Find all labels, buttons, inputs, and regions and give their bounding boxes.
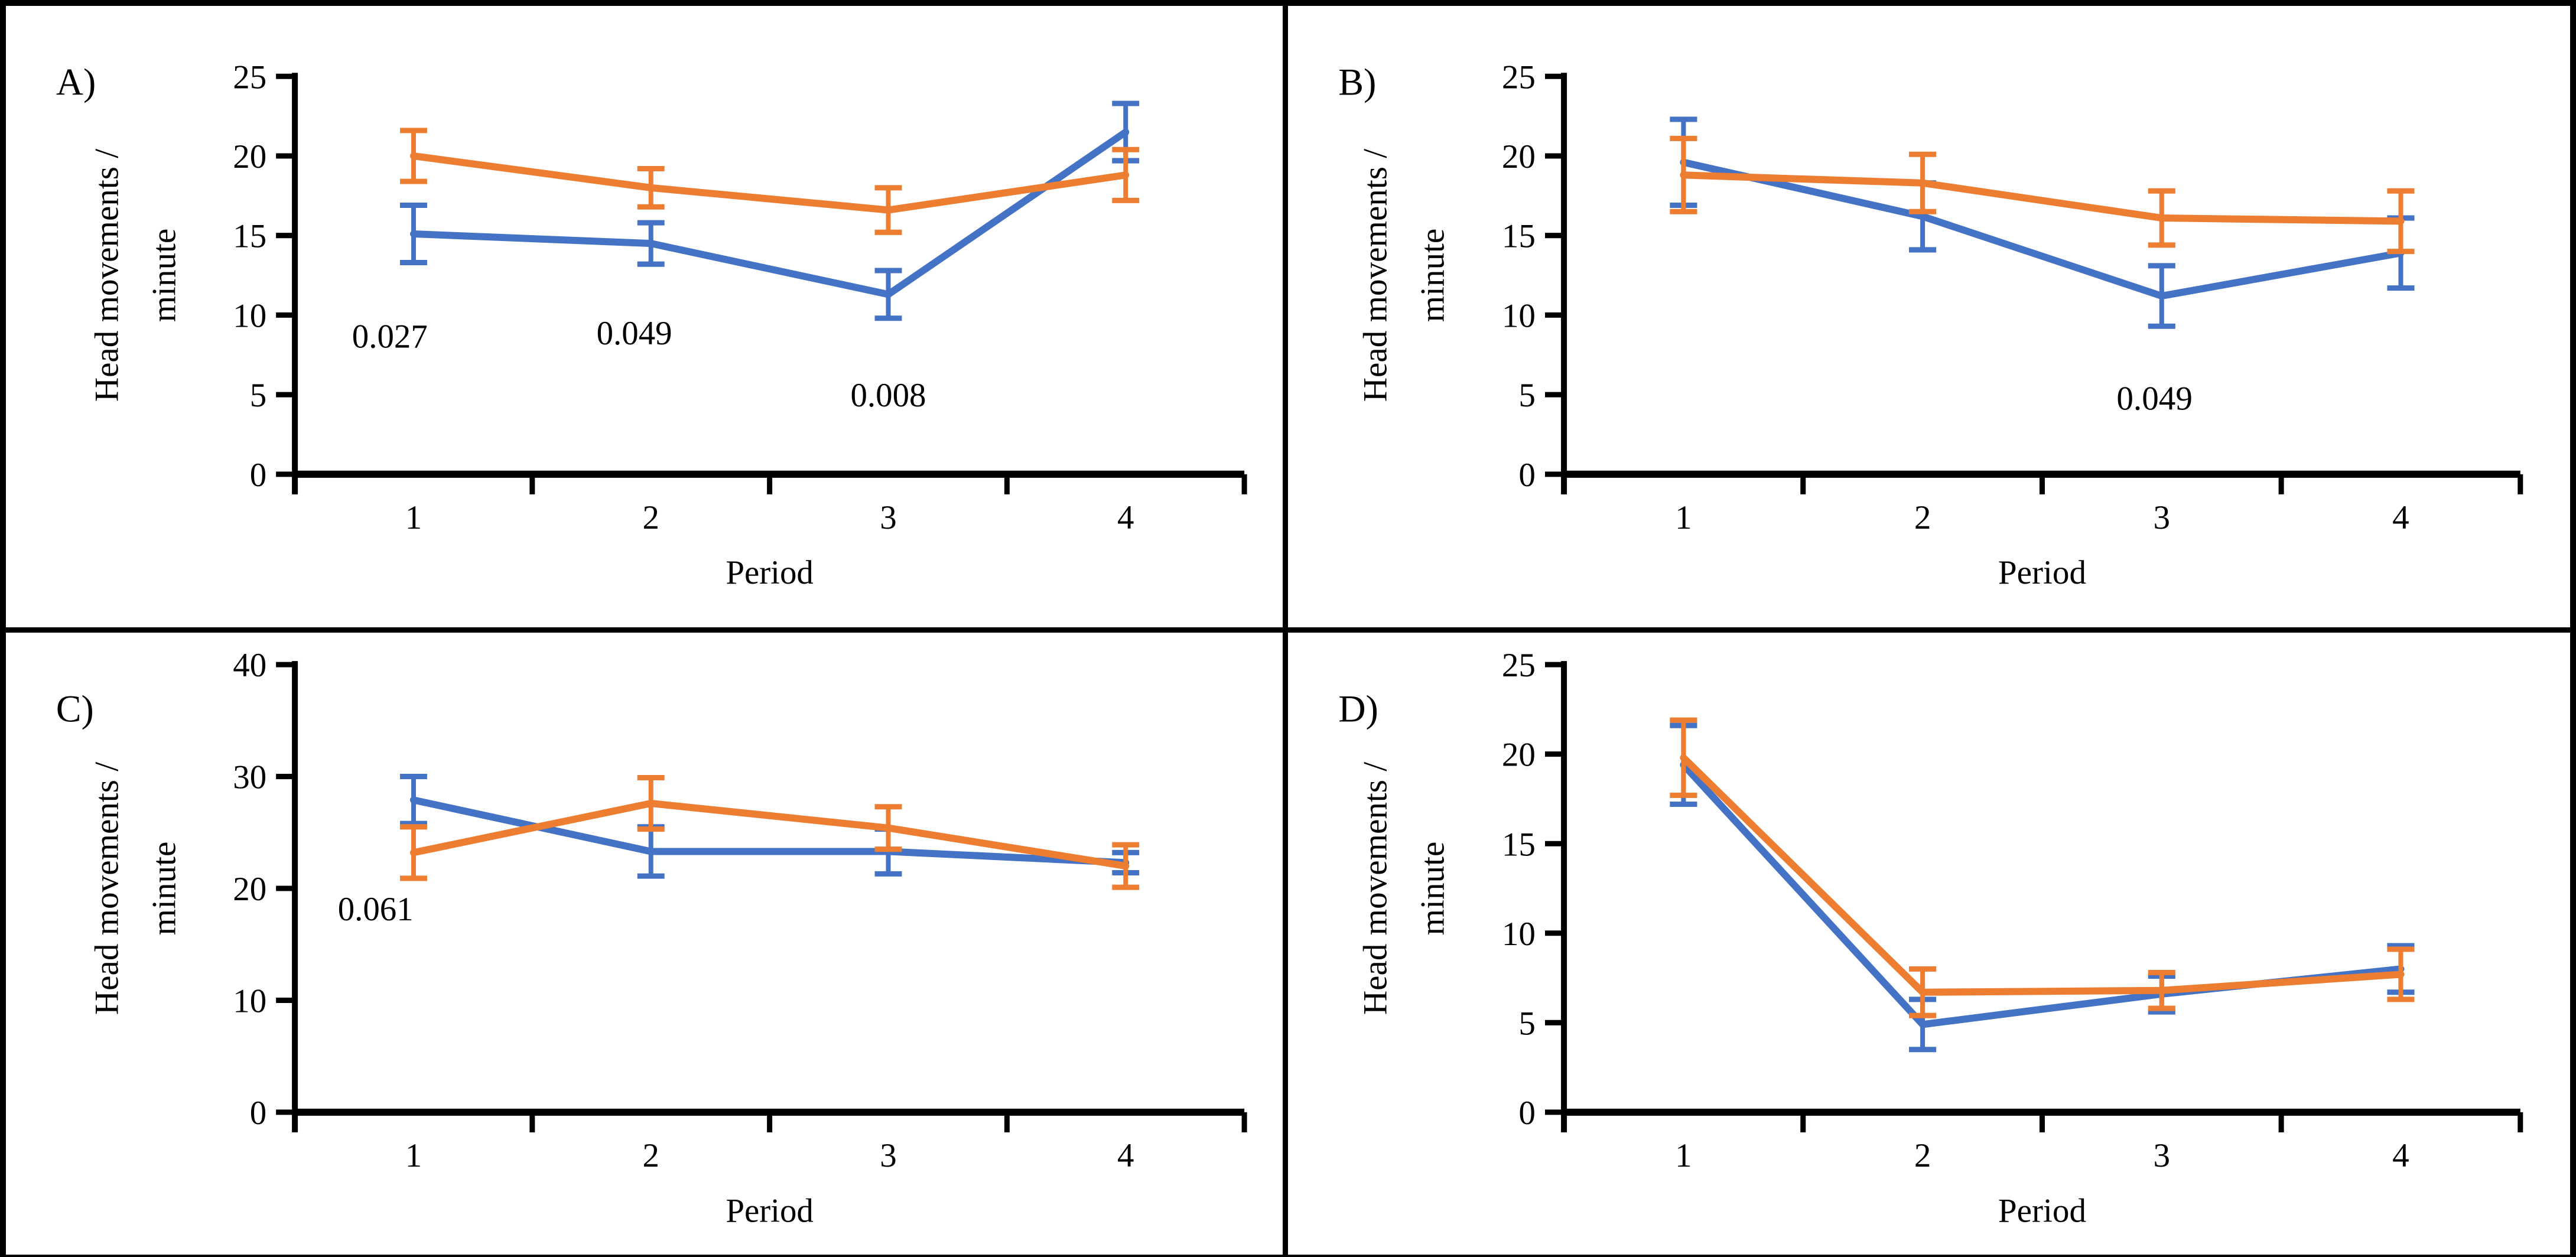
- y-tick-label: 20: [233, 871, 266, 908]
- y-tick-label: 5: [250, 377, 266, 414]
- series-orange-line: [409, 800, 1130, 870]
- x-axis-title: Period: [726, 554, 814, 591]
- y-tick-label: 15: [1502, 826, 1536, 864]
- series-blue-line: [1680, 761, 2405, 1028]
- y-axis-title-line2: minute: [1414, 842, 1452, 936]
- panel-letter: C): [56, 688, 94, 730]
- y-tick-label: 20: [233, 138, 266, 175]
- p-value-annotation: 0.049: [2116, 380, 2193, 418]
- y-tick-label: 15: [1502, 218, 1536, 255]
- x-tick-label: 2: [1914, 499, 1931, 536]
- y-tick-label: 10: [233, 983, 266, 1020]
- x-tick-label: 1: [405, 499, 422, 536]
- y-tick-label: 5: [1518, 377, 1536, 414]
- series-orange-line: [1680, 754, 2405, 997]
- series-orange-line: [1680, 171, 2405, 225]
- panel-d: D) Head movements / minute 25 20 15 10 5 0 1 2 3 4 Pe…: [1288, 633, 2570, 1255]
- y-tick-label: 20: [1502, 138, 1536, 175]
- y-tick-label: 30: [233, 759, 266, 796]
- y-axis-title-line1: Head movements /: [89, 762, 126, 1015]
- x-axis-title: Period: [726, 1193, 814, 1230]
- x-tick-label: 4: [1117, 499, 1134, 536]
- y-axis-title-line1: Head movements /: [89, 149, 126, 402]
- x-tick-label: 3: [2154, 1138, 2171, 1175]
- x-tick-label: 1: [1675, 499, 1692, 536]
- y-tick-label: 40: [233, 647, 266, 684]
- panel-c-chart: C) Head movements / minute 40 30 20 10 0 1 2 3 4 Per…: [56, 647, 1247, 1230]
- x-axis-title: Period: [1998, 1193, 2086, 1230]
- y-tick-label: 25: [1502, 647, 1536, 685]
- panel-c: C) Head movements / minute 40 30 20 10 0 1 2 3 4 Per…: [6, 633, 1288, 1255]
- y-axis-title-line2: minute: [1414, 229, 1452, 323]
- series-blue-line: [409, 128, 1130, 298]
- x-tick-label: 4: [2392, 499, 2409, 536]
- y-tick-label: 0: [1518, 1095, 1536, 1132]
- y-tick-label: 25: [1502, 58, 1536, 96]
- y-axis-title-line2: minute: [146, 842, 183, 936]
- panel-letter: A): [56, 61, 96, 103]
- y-tick-label: 15: [233, 218, 266, 255]
- y-tick-label: 5: [1518, 1005, 1536, 1043]
- y-tick-label: 10: [233, 297, 266, 334]
- y-axis-title-line1: Head movements /: [1357, 762, 1394, 1015]
- x-tick-label: 3: [880, 499, 896, 536]
- y-tick-label: 25: [233, 58, 266, 96]
- x-axis-title: Period: [1998, 554, 2086, 591]
- y-tick-label: 20: [1502, 737, 1536, 774]
- y-axis-title-line1: Head movements /: [1357, 149, 1394, 402]
- panel-b-chart: B) Head movements / minute 25 20 15 10 5 0 1 2 3 4 Pe…: [1338, 58, 2523, 591]
- x-tick-label: 2: [643, 499, 659, 536]
- x-tick-label: 3: [2154, 499, 2171, 536]
- panel-a-chart: A) Head movements / minute 25 20 15 10 5 0 1 2 3 4 Pe…: [56, 58, 1247, 591]
- p-value-annotation: 0.061: [338, 891, 414, 928]
- x-tick-label: 3: [880, 1137, 896, 1174]
- x-tick-label: 4: [2392, 1138, 2409, 1175]
- p-value-annotation: 0.049: [597, 315, 672, 352]
- y-tick-label: 10: [1502, 297, 1536, 334]
- y-tick-label: 0: [250, 457, 266, 494]
- y-tick-label: 0: [1518, 457, 1536, 494]
- y-tick-label: 10: [1502, 916, 1536, 953]
- x-tick-label: 4: [1117, 1137, 1134, 1174]
- y-tick-label: 0: [250, 1095, 266, 1132]
- panel-letter: B): [1338, 61, 1376, 103]
- x-tick-label: 2: [1914, 1138, 1931, 1175]
- panel-letter: D): [1338, 688, 1378, 730]
- panel-b: B) Head movements / minute 25 20 15 10 5 0 1 2 3 4 Pe…: [1288, 6, 2570, 633]
- y-axis-title-line2: minute: [146, 229, 183, 323]
- x-tick-label: 2: [643, 1137, 659, 1174]
- series-orange-line: [409, 152, 1130, 214]
- panel-d-chart: D) Head movements / minute 25 20 15 10 5 0 1 2 3 4 Pe…: [1338, 647, 2523, 1230]
- x-tick-label: 1: [1675, 1138, 1692, 1175]
- series-blue-line: [1680, 158, 2405, 300]
- p-value-annotation: 0.008: [850, 377, 926, 414]
- p-value-annotation: 0.027: [352, 318, 428, 355]
- x-tick-label: 1: [405, 1137, 422, 1174]
- panel-a: A) Head movements / minute 25 20 15 10 5 0 1 2 3 4 Pe…: [6, 6, 1288, 633]
